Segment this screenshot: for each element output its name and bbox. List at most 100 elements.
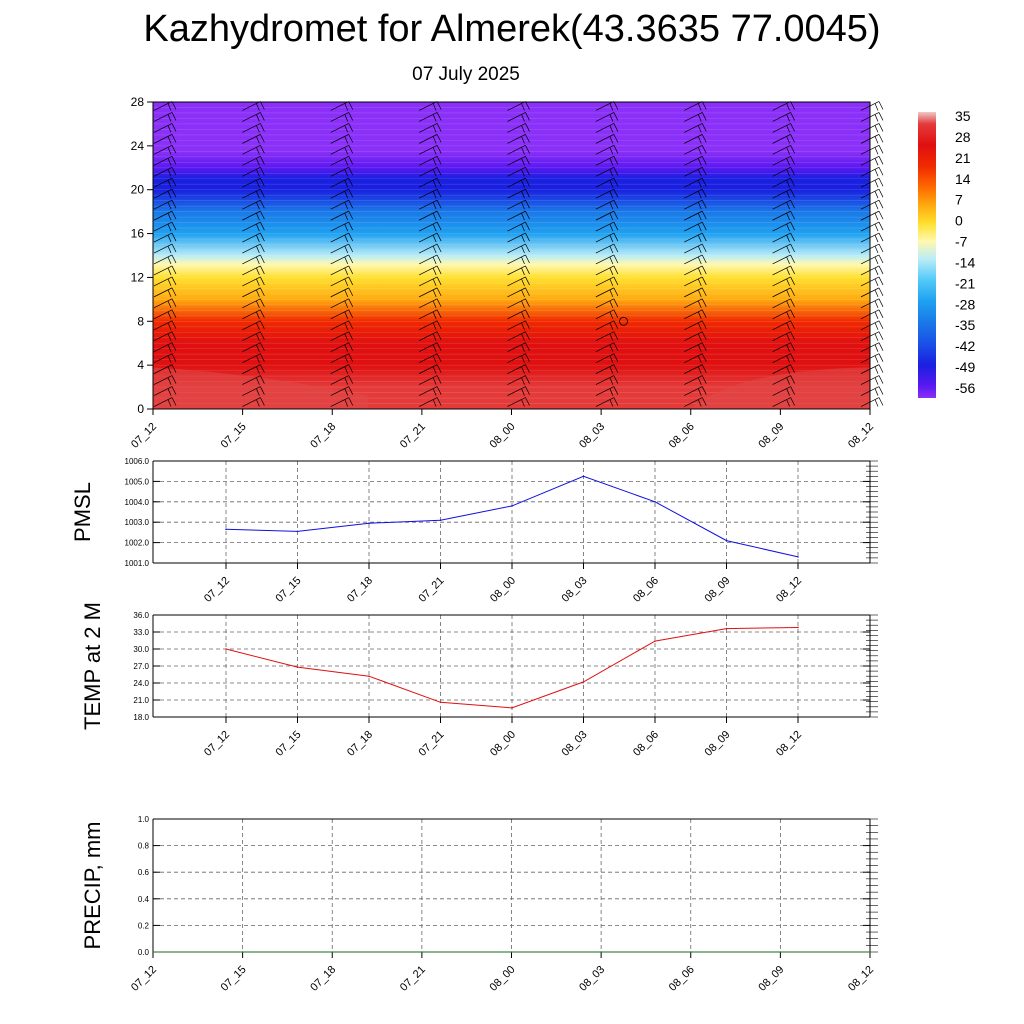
wind-barb-feather: [525, 364, 530, 373]
x-tick-label: 08_03: [577, 421, 607, 451]
y-tick-label: 20: [131, 183, 145, 197]
wind-barb: [153, 101, 173, 111]
wind-barb-feather: [436, 200, 442, 209]
wind-barb-feather: [525, 298, 530, 307]
x-tick-label: 08_09: [703, 729, 733, 759]
wind-barb-feather: [790, 298, 795, 307]
wind-barb: [772, 298, 791, 309]
wind-barb-feather: [167, 202, 172, 210]
wind-barb-feather: [432, 245, 437, 254]
wind-barb-feather: [260, 276, 265, 286]
wind-barb: [595, 265, 615, 276]
wind-barb: [684, 397, 703, 407]
wind-barb: [595, 298, 615, 309]
wind-barb: [330, 397, 349, 407]
y-tick-label: 18.0: [133, 713, 149, 722]
wind-barb-feather: [878, 134, 884, 143]
wind-barb: [772, 276, 791, 287]
y-tick-label: 0: [137, 402, 144, 416]
wind-barb: [418, 112, 438, 122]
wind-barb-feather: [609, 125, 614, 133]
wind-barb: [153, 342, 173, 353]
wind-barb-feather: [260, 156, 265, 165]
wind-barb-feather: [701, 254, 707, 264]
wind-barb: [153, 287, 173, 298]
wind-barb: [595, 276, 615, 287]
wind-barb-feather: [701, 112, 707, 121]
wind-barb-feather: [878, 254, 884, 264]
wind-barb-feather: [525, 276, 530, 286]
wind-barb-feather: [521, 103, 525, 111]
wind-barb-feather: [348, 364, 354, 373]
wind-barb: [418, 298, 438, 309]
wind-barb: [242, 210, 261, 221]
data-point: [241, 951, 244, 953]
wind-barb-feather: [701, 200, 707, 209]
data-point: [331, 951, 334, 953]
wind-barb-feather: [348, 101, 354, 110]
wind-barb-feather: [790, 342, 795, 351]
wind-barb-feather: [256, 158, 260, 166]
data-point: [368, 675, 370, 677]
wind-barb-feather: [790, 320, 795, 329]
wind-barb: [330, 232, 349, 243]
wind-barb: [418, 254, 438, 265]
colorbar-label: 28: [955, 129, 971, 145]
wind-barb-feather: [256, 388, 260, 396]
wind-barb: [153, 298, 173, 309]
wind-barb-feather: [790, 397, 795, 406]
data-point: [725, 539, 728, 542]
wind-barb-feather: [436, 221, 442, 231]
wind-barb-feather: [790, 254, 795, 264]
wind-barb-feather: [525, 145, 530, 154]
x-tick-label: 08_06: [667, 421, 697, 451]
wind-barb: [507, 145, 526, 155]
wind-barb-feather: [167, 344, 172, 352]
wind-barb-feather: [432, 267, 437, 276]
wind-barb-feather: [697, 311, 702, 319]
wind-barb-feather: [790, 101, 795, 110]
wind-barb: [330, 199, 349, 210]
wind-barb: [507, 155, 526, 166]
wind-barb: [507, 331, 526, 342]
wind-barb-feather: [256, 300, 260, 308]
wind-barb-feather: [348, 145, 354, 154]
wind-barb-feather: [344, 212, 349, 221]
wind-barb-feather: [167, 180, 172, 188]
wind-barb-feather: [613, 342, 619, 351]
colorbar-label: -56: [955, 380, 975, 396]
wind-barb: [684, 134, 703, 144]
wind-barb-feather: [344, 125, 349, 133]
wind-barb-feather: [697, 125, 702, 133]
wind-barb-feather: [701, 342, 707, 351]
wind-barb-feather: [348, 200, 354, 209]
wind-barb: [772, 199, 791, 210]
wind-barb-feather: [874, 223, 879, 232]
data-point: [439, 701, 442, 704]
wind-barb-feather: [432, 366, 437, 374]
wind-barb: [418, 265, 438, 276]
x-tick-label: 08_03: [560, 729, 590, 759]
wind-barb: [330, 320, 349, 331]
wind-barb-feather: [609, 311, 614, 319]
wind-barb: [507, 298, 526, 309]
wind-barb: [330, 101, 349, 111]
wind-barb-feather: [790, 353, 795, 362]
wind-barb-feather: [786, 158, 790, 166]
temp-panel: 18.0 21.0 24.0 27.0 30.0 33.0 36.0 07_12 07_15 07…: [80, 602, 878, 759]
wind-barb: [772, 386, 791, 396]
wind-barb-feather: [436, 210, 442, 220]
wind-barb: [330, 243, 349, 254]
wind-barb: [684, 320, 703, 331]
wind-barb-feather: [609, 180, 614, 188]
wind-barb-feather: [609, 136, 614, 144]
wind-barb-feather: [790, 276, 795, 286]
wind-barb: [684, 353, 703, 363]
wind-barb: [418, 177, 438, 188]
data-point: [368, 522, 370, 525]
wind-barb-feather: [697, 322, 702, 330]
x-tick-label: 08_03: [577, 964, 607, 994]
wind-barb-feather: [256, 399, 260, 407]
series-line: [225, 475, 799, 558]
